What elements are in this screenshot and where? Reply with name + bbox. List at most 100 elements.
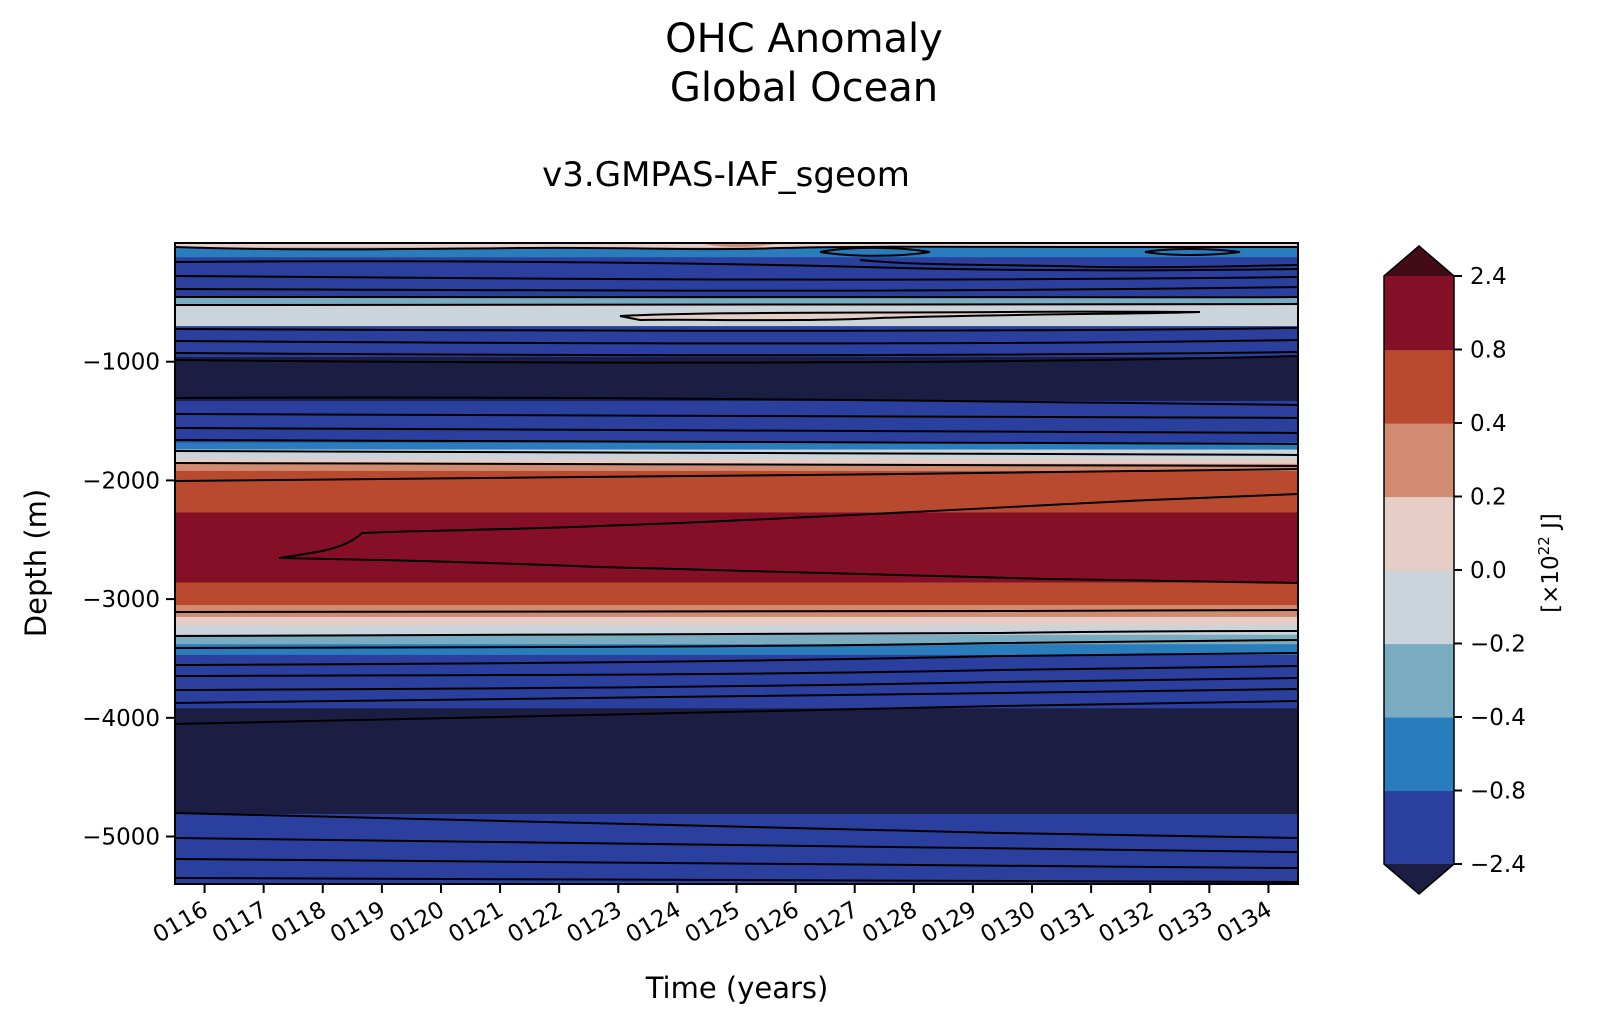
colorbar-label: [×1022 J] bbox=[1535, 513, 1564, 613]
x-tick-label: 0124 bbox=[622, 897, 686, 949]
x-tick-label: 0134 bbox=[1213, 897, 1277, 949]
contour-line bbox=[175, 877, 1298, 883]
colorbar-segment bbox=[1384, 790, 1454, 865]
heatmap-band bbox=[175, 247, 1298, 258]
contour-line bbox=[175, 630, 1298, 637]
y-axis-label: Depth (m) bbox=[19, 489, 53, 637]
x-tick-label: 0133 bbox=[1154, 897, 1218, 949]
y-tick-label: −4000 bbox=[82, 706, 160, 732]
contour-line bbox=[175, 812, 1298, 839]
y-tick-label: −2000 bbox=[82, 468, 160, 494]
heatmap-band bbox=[175, 449, 1298, 460]
contour-line bbox=[175, 396, 1298, 406]
heatmap-band bbox=[175, 512, 1298, 584]
colorbar-tick-label: −2.4 bbox=[1470, 852, 1526, 878]
colorbar-extend-over bbox=[1384, 246, 1454, 276]
colorbar-tick-label: 0.2 bbox=[1470, 485, 1507, 511]
colorbar-tick-label: 0.0 bbox=[1470, 558, 1507, 584]
x-tick-label: 0132 bbox=[1095, 897, 1159, 949]
colorbar-extend-under bbox=[1384, 864, 1454, 894]
x-tick-label: 0129 bbox=[917, 897, 981, 949]
heatmap-band bbox=[175, 625, 1298, 636]
heatmap-band bbox=[175, 582, 1298, 606]
x-tick-label: 0122 bbox=[503, 897, 567, 949]
contour-line bbox=[175, 245, 1298, 251]
heatmap-band bbox=[175, 296, 1298, 306]
x-tick-label: 0131 bbox=[1035, 897, 1099, 949]
colorbar-segment bbox=[1384, 423, 1454, 498]
contour-line bbox=[175, 286, 1298, 292]
figure-subtitle: Global Ocean bbox=[670, 65, 938, 111]
x-tick-label: 0118 bbox=[267, 897, 331, 949]
colorbar-segment bbox=[1384, 496, 1454, 571]
contour-line bbox=[175, 351, 1298, 357]
heatmap-band bbox=[175, 708, 1298, 815]
contour-line bbox=[175, 837, 1298, 853]
colorbar-segment bbox=[1384, 349, 1454, 424]
contour-line bbox=[175, 665, 1298, 677]
contour-line bbox=[278, 493, 1298, 559]
contour-line bbox=[175, 468, 1298, 482]
colorbar-segment bbox=[1384, 643, 1454, 718]
colorbar-tick-label: 0.8 bbox=[1470, 338, 1507, 364]
x-tick-label: 0126 bbox=[740, 897, 804, 949]
x-axis: 0116011701180119012001210122012301240125… bbox=[149, 884, 1277, 949]
heatmap-band bbox=[175, 459, 1298, 465]
heatmap-band bbox=[175, 644, 1298, 656]
colorbar-label-exponent: 22 bbox=[1535, 536, 1553, 555]
heatmap-bands bbox=[175, 243, 1298, 884]
heatmap-band bbox=[175, 400, 1298, 444]
contour-line bbox=[175, 858, 1298, 869]
x-tick-label: 0123 bbox=[563, 897, 627, 949]
colorbar-tick-label: −0.8 bbox=[1470, 779, 1526, 805]
x-axis-label: Time (years) bbox=[645, 971, 829, 1005]
contour-line bbox=[1144, 248, 1241, 256]
colorbar-segment bbox=[1384, 717, 1454, 792]
colorbar-tick-label: 2.4 bbox=[1470, 264, 1507, 290]
contour-line bbox=[175, 450, 1298, 456]
heatmap-band bbox=[175, 634, 1298, 645]
contour-line bbox=[175, 355, 1298, 364]
colorbar-tick-label: −0.4 bbox=[1470, 705, 1526, 731]
x-tick-label: 0125 bbox=[681, 897, 745, 949]
heatmap-band bbox=[175, 442, 1298, 451]
y-tick-label: −1000 bbox=[82, 350, 160, 376]
contour-line bbox=[175, 688, 1298, 704]
contour-line bbox=[175, 275, 1298, 281]
contour-line bbox=[175, 677, 1298, 691]
heatmap-band bbox=[175, 616, 1298, 626]
heatmap-band bbox=[175, 463, 1298, 472]
x-tick-label: 0119 bbox=[326, 897, 390, 949]
colorbar-segment bbox=[1384, 276, 1454, 351]
contour-line bbox=[175, 339, 1298, 345]
figure-title: OHC Anomaly bbox=[665, 16, 943, 62]
x-tick-label: 0120 bbox=[385, 897, 449, 949]
x-tick-label: 0117 bbox=[208, 897, 272, 949]
x-tick-label: 0116 bbox=[149, 897, 213, 949]
contour-line bbox=[175, 327, 1298, 332]
heatmap-band bbox=[175, 470, 1298, 514]
y-axis: −1000 −2000 −3000 −4000 −5000 bbox=[82, 350, 175, 851]
colorbar-segment bbox=[1384, 570, 1454, 645]
x-tick-label: 0121 bbox=[444, 897, 508, 949]
contour-line bbox=[819, 246, 931, 257]
contour-line bbox=[859, 259, 1298, 269]
y-tick-label: −3000 bbox=[82, 587, 160, 613]
contour-line bbox=[175, 462, 1298, 467]
colorbar-label-unit: J] bbox=[1538, 513, 1564, 536]
contour-line bbox=[175, 639, 1298, 649]
heatmap-band bbox=[175, 356, 1298, 402]
colorbar-tick-label: −0.2 bbox=[1470, 632, 1526, 658]
x-tick-label: 0130 bbox=[976, 897, 1040, 949]
colorbar-tick-label: 0.4 bbox=[1470, 411, 1507, 437]
panel-title: v3.GMPAS-IAF_sgeom bbox=[542, 155, 910, 195]
contour-line bbox=[278, 557, 1298, 584]
contour-line bbox=[175, 260, 1298, 272]
colorbar: −2.4 −0.8 −0.4 −0.2 0.0 0.2 0.4 0.8 2.4 bbox=[1383, 245, 1526, 895]
contour-line bbox=[175, 609, 1298, 613]
contour-line bbox=[175, 700, 1298, 725]
contour-line bbox=[619, 310, 1201, 322]
contour-line bbox=[175, 652, 1298, 666]
colorbar-label-prefix: [×10 bbox=[1538, 555, 1564, 613]
